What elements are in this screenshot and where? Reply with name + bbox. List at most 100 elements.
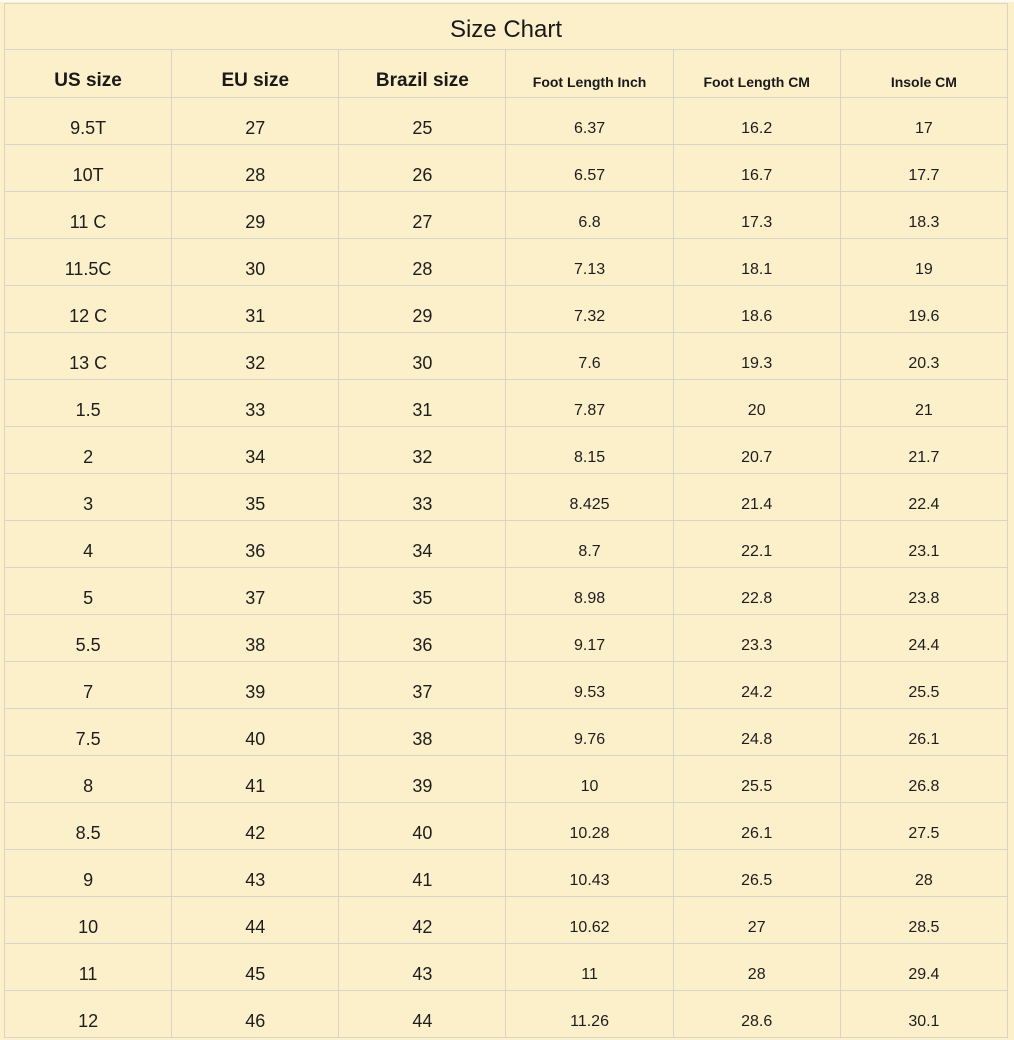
table-row: 7.5 40 38 9.76 24.8 26.1: [3, 708, 1009, 756]
cell-r18-c4: 10.62: [505, 896, 674, 944]
table-row: 10 44 42 10.62 27 28.5: [3, 896, 1009, 944]
cell-r15-c2: 41: [171, 755, 340, 803]
cell-r18-c3: 42: [338, 896, 507, 944]
cell-r3-c4: 6.8: [505, 191, 674, 239]
cell-r3-c5: 17.3: [672, 191, 841, 239]
cell-r5-c2: 31: [171, 285, 340, 333]
cell-r6-c6: 20.3: [839, 332, 1009, 380]
cell-r2-c2: 28: [171, 144, 340, 192]
cell-r4-c1: 11.5C: [3, 238, 173, 286]
cell-r19-c1: 11: [3, 943, 173, 991]
cell-r9-c1: 3: [3, 473, 173, 521]
cell-r9-c4: 8.425: [505, 473, 674, 521]
cell-r9-c6: 22.4: [839, 473, 1009, 521]
cell-r6-c5: 19.3: [672, 332, 841, 380]
cell-r5-c5: 18.6: [672, 285, 841, 333]
cell-r14-c6: 26.1: [839, 708, 1009, 756]
cell-r4-c6: 19: [839, 238, 1009, 286]
cell-r11-c4: 8.98: [505, 567, 674, 615]
cell-r1-c1: 9.5T: [3, 97, 173, 145]
table-row: 4 36 34 8.7 22.1 23.1: [3, 520, 1009, 568]
table-row: 11 C 29 27 6.8 17.3 18.3: [3, 191, 1009, 239]
size-chart-table: Size Chart US size EU size Brazil size F…: [3, 3, 1009, 1038]
cell-r1-c4: 6.37: [505, 97, 674, 145]
cell-r12-c5: 23.3: [672, 614, 841, 662]
cell-r5-c4: 7.32: [505, 285, 674, 333]
cell-r9-c2: 35: [171, 473, 340, 521]
cell-r8-c2: 34: [171, 426, 340, 474]
cell-r13-c1: 7: [3, 661, 173, 709]
cell-r6-c4: 7.6: [505, 332, 674, 380]
cell-r8-c6: 21.7: [839, 426, 1009, 474]
cell-r13-c5: 24.2: [672, 661, 841, 709]
cell-r5-c6: 19.6: [839, 285, 1009, 333]
cell-r4-c4: 7.13: [505, 238, 674, 286]
table-row: 7 39 37 9.53 24.2 25.5: [3, 661, 1009, 709]
cell-r17-c1: 9: [3, 849, 173, 897]
cell-r17-c3: 41: [338, 849, 507, 897]
cell-r16-c3: 40: [338, 802, 507, 850]
cell-r6-c3: 30: [338, 332, 507, 380]
cell-r8-c5: 20.7: [672, 426, 841, 474]
table-row: 5 37 35 8.98 22.8 23.8: [3, 567, 1009, 615]
cell-r7-c5: 20: [672, 379, 841, 427]
cell-r14-c2: 40: [171, 708, 340, 756]
cell-r7-c6: 21: [839, 379, 1009, 427]
cell-r2-c5: 16.7: [672, 144, 841, 192]
cell-r3-c1: 11 C: [3, 191, 173, 239]
cell-r12-c6: 24.4: [839, 614, 1009, 662]
cell-r4-c5: 18.1: [672, 238, 841, 286]
cell-r19-c6: 29.4: [839, 943, 1009, 991]
cell-r15-c3: 39: [338, 755, 507, 803]
cell-r1-c3: 25: [338, 97, 507, 145]
cell-r15-c4: 10: [505, 755, 674, 803]
cell-r7-c2: 33: [171, 379, 340, 427]
cell-r12-c4: 9.17: [505, 614, 674, 662]
table-row: 9.5T 27 25 6.37 16.2 17: [3, 97, 1009, 145]
table-row: 12 C 31 29 7.32 18.6 19.6: [3, 285, 1009, 333]
column-header-eu-size: EU size: [171, 49, 340, 98]
cell-r13-c6: 25.5: [839, 661, 1009, 709]
cell-r2-c1: 10T: [3, 144, 173, 192]
page-title: Size Chart: [4, 3, 1008, 50]
cell-r20-c5: 28.6: [672, 990, 841, 1038]
cell-r5-c1: 12 C: [3, 285, 173, 333]
title-row: Size Chart: [4, 3, 1008, 50]
cell-r11-c1: 5: [3, 567, 173, 615]
cell-r10-c6: 23.1: [839, 520, 1009, 568]
cell-r1-c6: 17: [839, 97, 1009, 145]
cell-r11-c2: 37: [171, 567, 340, 615]
table-row: 11 45 43 11 28 29.4: [3, 943, 1009, 991]
cell-r6-c1: 13 C: [3, 332, 173, 380]
cell-r2-c3: 26: [338, 144, 507, 192]
cell-r14-c3: 38: [338, 708, 507, 756]
table-row: 13 C 32 30 7.6 19.3 20.3: [3, 332, 1009, 380]
cell-r3-c3: 27: [338, 191, 507, 239]
cell-r7-c4: 7.87: [505, 379, 674, 427]
cell-r20-c2: 46: [171, 990, 340, 1038]
cell-r16-c6: 27.5: [839, 802, 1009, 850]
cell-r13-c4: 9.53: [505, 661, 674, 709]
column-header-foot-length-inch: Foot Length Inch: [505, 49, 674, 98]
cell-r18-c5: 27: [672, 896, 841, 944]
cell-r17-c4: 10.43: [505, 849, 674, 897]
cell-r11-c3: 35: [338, 567, 507, 615]
cell-r10-c4: 8.7: [505, 520, 674, 568]
table-row: 3 35 33 8.425 21.4 22.4: [3, 473, 1009, 521]
cell-r18-c1: 10: [3, 896, 173, 944]
cell-r18-c2: 44: [171, 896, 340, 944]
column-header-insole-cm: Insole CM: [839, 49, 1009, 98]
column-header-brazil-size: Brazil size: [338, 49, 507, 98]
cell-r4-c3: 28: [338, 238, 507, 286]
cell-r15-c1: 8: [3, 755, 173, 803]
table-row: 10T 28 26 6.57 16.7 17.7: [3, 144, 1009, 192]
cell-r12-c1: 5.5: [3, 614, 173, 662]
cell-r19-c5: 28: [672, 943, 841, 991]
header-row: US size EU size Brazil size Foot Length …: [3, 49, 1009, 98]
cell-r11-c5: 22.8: [672, 567, 841, 615]
cell-r17-c6: 28: [839, 849, 1009, 897]
table-row: 12 46 44 11.26 28.6 30.1: [3, 990, 1009, 1038]
cell-r7-c1: 1.5: [3, 379, 173, 427]
cell-r10-c5: 22.1: [672, 520, 841, 568]
